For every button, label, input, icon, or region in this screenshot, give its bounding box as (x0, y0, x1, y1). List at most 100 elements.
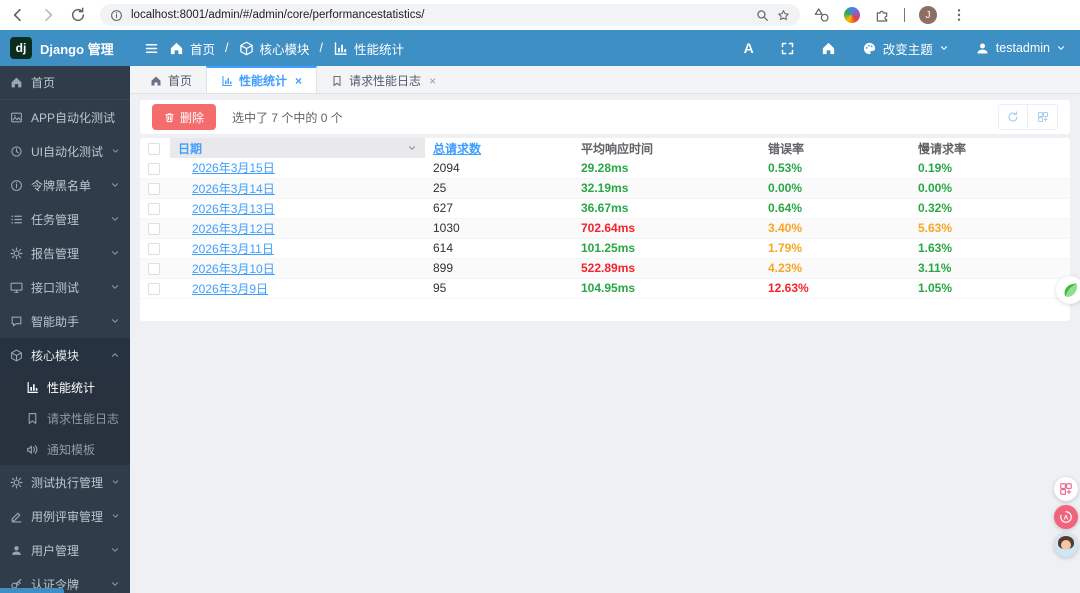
forward-icon[interactable] (40, 7, 56, 23)
column-label[interactable]: 总请求数 (433, 141, 482, 156)
tab-performance-stats[interactable]: 性能统计 × (206, 66, 318, 93)
close-icon[interactable]: × (295, 73, 303, 88)
avg-time-cell: 29.28ms (573, 158, 760, 179)
sidebar-item-app-autotest[interactable]: APP自动化测试 (0, 100, 130, 134)
breadcrumb: 首页 / 核心模块 / 性能统计 (169, 39, 404, 58)
font-size-button[interactable]: A (743, 40, 754, 56)
bookmark-icon (26, 412, 39, 425)
column-header-slow-rate: 慢请求率 (910, 138, 1070, 158)
reload-icon[interactable] (70, 7, 86, 23)
sidebar-item-label: 请求性能日志 (47, 412, 120, 426)
select-all-checkbox[interactable] (148, 142, 160, 155)
browser-profile-avatar[interactable]: J (919, 6, 937, 24)
row-checkbox[interactable] (148, 262, 160, 275)
delete-button[interactable]: 删除 (152, 104, 217, 130)
shapes-extension-icon[interactable] (814, 7, 830, 23)
column-header-date[interactable]: 日期 (170, 138, 425, 158)
date-link[interactable]: 2026年3月14日 (192, 181, 275, 196)
sort-caret-icon[interactable] (407, 143, 417, 153)
sidebar-item-task-mgmt[interactable]: 任务管理 (0, 202, 130, 236)
sidebar-item-label: 首页 (31, 76, 56, 90)
row-checkbox[interactable] (148, 162, 160, 175)
breadcrumb-home[interactable]: 首页 (190, 42, 216, 57)
sidebar-item-notify-template[interactable]: 通知模板 (0, 434, 130, 465)
close-icon[interactable]: × (429, 73, 437, 88)
user-icon (10, 544, 23, 557)
search-icon[interactable] (756, 9, 769, 22)
sidebar-item-token-blacklist[interactable]: 令牌黑名单 (0, 168, 130, 202)
column-header-requests[interactable]: 总请求数 (425, 138, 573, 158)
row-checkbox[interactable] (148, 182, 160, 195)
chart-icon (26, 381, 39, 394)
core-module-submenu: 性能统计 请求性能日志 通知模板 (0, 372, 130, 465)
user-menu[interactable]: testadmin (975, 41, 1066, 56)
breadcrumb-page[interactable]: 性能统计 (354, 42, 405, 57)
row-checkbox[interactable] (148, 242, 160, 255)
leaf-extension-button[interactable] (1056, 276, 1080, 304)
translate-extension-button[interactable] (1054, 505, 1078, 529)
column-header-error-rate: 错误率 (760, 138, 910, 158)
sidebar-item-performance-stats[interactable]: 性能统计 (0, 372, 130, 403)
sidebar-item-home[interactable]: 首页 (0, 66, 130, 100)
sidebar-item-label: 通知模板 (47, 443, 96, 457)
sidebar-item-user-mgmt[interactable]: 用户管理 (0, 533, 130, 567)
sidebar-item-label: 用例评审管理 (31, 509, 104, 524)
back-icon[interactable] (10, 7, 26, 23)
tab-request-perf-log[interactable]: 请求性能日志 × (317, 66, 450, 93)
avg-time-cell: 702.64ms (573, 218, 760, 239)
sidebar-item-label: 智能助手 (31, 314, 80, 329)
sidebar-toggle-icon[interactable] (144, 41, 159, 56)
layout-settings-button[interactable] (1028, 104, 1058, 130)
sidebar-item-report-mgmt[interactable]: 报告管理 (0, 236, 130, 270)
extensions-puzzle-icon[interactable] (874, 7, 890, 23)
row-checkbox[interactable] (148, 222, 160, 235)
sidebar-item-label: 令牌黑名单 (31, 178, 92, 193)
sidebar: 首页 APP自动化测试 UI自动化测试 令牌黑名单 任务管理 (0, 66, 130, 593)
avg-time-cell: 522.89ms (573, 258, 760, 279)
breadcrumb-module[interactable]: 核心模块 (259, 42, 310, 57)
theme-label: 改变主题 (882, 42, 933, 57)
django-logo-icon: dj (10, 37, 32, 59)
fullscreen-icon[interactable] (780, 41, 795, 56)
date-link[interactable]: 2026年3月15日 (192, 161, 275, 176)
url-text[interactable]: localhost:8001/admin/#/admin/core/perfor… (131, 9, 425, 21)
app-logo[interactable]: dj Django 管理 (0, 30, 130, 66)
sidebar-item-core-module[interactable]: 核心模块 (0, 338, 130, 372)
date-link[interactable]: 2026年3月10日 (192, 261, 275, 276)
date-link[interactable]: 2026年3月9日 (192, 281, 269, 296)
sidebar-item-api-test[interactable]: 接口测试 (0, 270, 130, 304)
browser-menu-icon[interactable] (951, 7, 967, 23)
tab-label: 性能统计 (239, 74, 288, 88)
slow-rate-cell: 3.11% (910, 258, 1070, 279)
column-label[interactable]: 日期 (178, 141, 203, 156)
row-checkbox[interactable] (148, 282, 160, 295)
image-icon (10, 111, 23, 124)
slow-rate-cell: 0.32% (910, 198, 1070, 219)
address-bar[interactable]: localhost:8001/admin/#/admin/core/perfor… (100, 4, 800, 26)
refresh-button[interactable] (998, 104, 1028, 130)
delete-button-label: 删除 (180, 110, 205, 125)
error-rate-cell: 12.63% (760, 278, 910, 299)
bookmark-star-icon[interactable] (777, 9, 790, 22)
date-link[interactable]: 2026年3月11日 (192, 241, 274, 256)
sidebar-item-request-perf-log[interactable]: 请求性能日志 (0, 403, 130, 434)
date-link[interactable]: 2026年3月12日 (192, 221, 275, 236)
sidebar-item-ui-autotest[interactable]: UI自动化测试 (0, 134, 130, 168)
tab-home[interactable]: 首页 (136, 66, 206, 93)
row-checkbox[interactable] (148, 202, 160, 215)
sidebar-item-case-review-mgmt[interactable]: 用例评审管理 (0, 499, 130, 533)
site-info-icon[interactable] (110, 9, 123, 22)
colorful-extension-icon[interactable] (844, 7, 860, 23)
sidebar-item-label: 核心模块 (31, 348, 80, 363)
date-link[interactable]: 2026年3月13日 (192, 201, 275, 216)
assistant-avatar-button[interactable] (1054, 533, 1078, 557)
home-button-icon[interactable] (821, 41, 836, 56)
slow-rate-cell: 1.63% (910, 238, 1070, 259)
selection-count: 选中了 7 个中的 0 个 (232, 110, 343, 125)
collect-extension-button[interactable] (1054, 477, 1078, 501)
theme-switcher[interactable]: 改变主题 (862, 39, 949, 58)
sidebar-item-test-exec-mgmt[interactable]: 测试执行管理 (0, 465, 130, 499)
sidebar-item-ai-assistant[interactable]: 智能助手 (0, 304, 130, 338)
app-header: dj Django 管理 首页 / 核心模块 / 性能统计 A 改 (0, 30, 1080, 66)
